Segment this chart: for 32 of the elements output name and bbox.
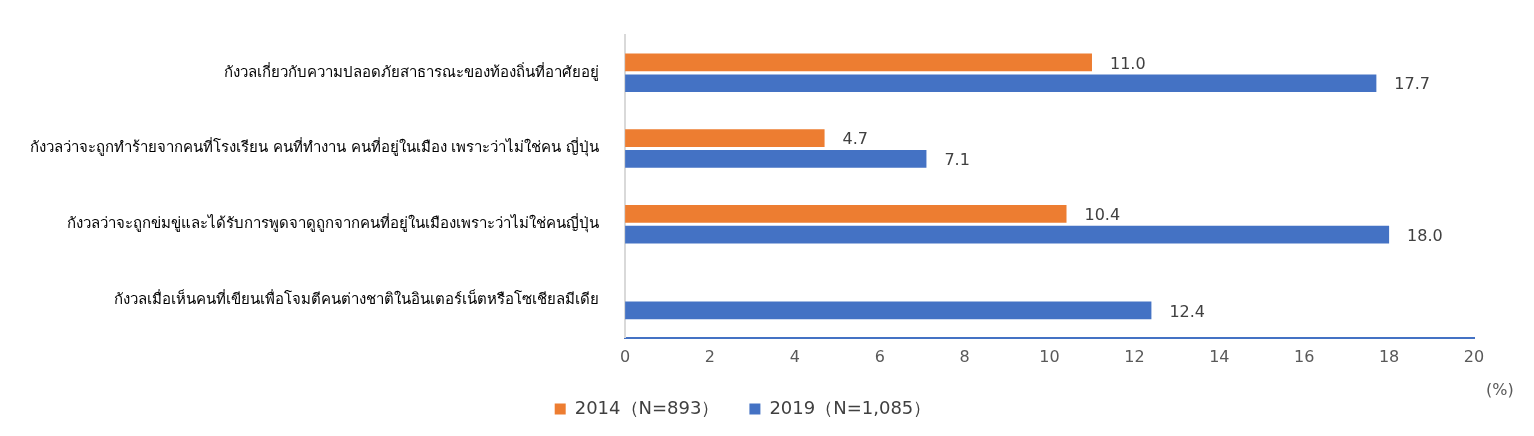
x-tick-label: 0 — [619, 346, 631, 366]
x-tick-label: 2 — [704, 346, 716, 366]
y-tick-label: กังวลเกี่ยวกับความปลอดภัยสาธารณะของท้องถิ่นที่อาศัยอยู่ — [224, 60, 600, 81]
data-label: 11.0 — [1109, 53, 1146, 73]
bar — [625, 204, 1067, 223]
data-label: 4.7 — [842, 129, 869, 149]
legend-label: 2014（N=893） — [574, 396, 720, 418]
data-label: 18.0 — [1407, 225, 1443, 245]
data-label: 12.4 — [1169, 301, 1206, 321]
x-tick-label: 12 — [1124, 346, 1145, 366]
bar — [625, 74, 1377, 93]
bar — [625, 225, 1390, 244]
data-label: 7.1 — [944, 150, 970, 170]
data-label: 17.7 — [1394, 74, 1430, 94]
y-tick-label: กังวลเมื่อเห็นคนที่เขียนเพื่อโจมตีคนต่างชาติในอินเตอร์เน็ตหรือโซเชียลมีเดีย — [114, 287, 600, 308]
x-tick-label: 16 — [1294, 346, 1315, 366]
x-axis-title: (%) — [1486, 380, 1514, 400]
bar — [625, 53, 1092, 72]
x-tick-label: 6 — [874, 346, 885, 366]
bar — [625, 150, 927, 168]
legend-label: 2019（N=1,085） — [769, 396, 932, 418]
x-tick-label: 10 — [1039, 346, 1060, 366]
bar — [625, 301, 1152, 320]
x-tick-label: 18 — [1378, 346, 1400, 366]
x-tick-label: 4 — [789, 346, 800, 366]
x-tick-label: 14 — [1209, 346, 1230, 366]
y-tick-label: กังวลว่าจะถูกข่มขู่และได้รับการพูดจาดูถูกจากคนที่อยู่ในเมืองเพราะว่าไม่ใช่คนญี่ปุ่น — [67, 212, 600, 234]
x-tick-label: 8 — [959, 346, 970, 366]
bar — [625, 129, 825, 147]
data-label: 10.4 — [1084, 205, 1121, 224]
x-tick-label: 20 — [1463, 346, 1485, 366]
y-tick-label: กังวลว่าจะถูกทำร้ายจากคนที่โรงเรียน คนที่ทำงาน คนที่อยู่ในเมือง เพราะว่าไม่ใช่คน ญี่ปุ่น — [29, 136, 600, 158]
